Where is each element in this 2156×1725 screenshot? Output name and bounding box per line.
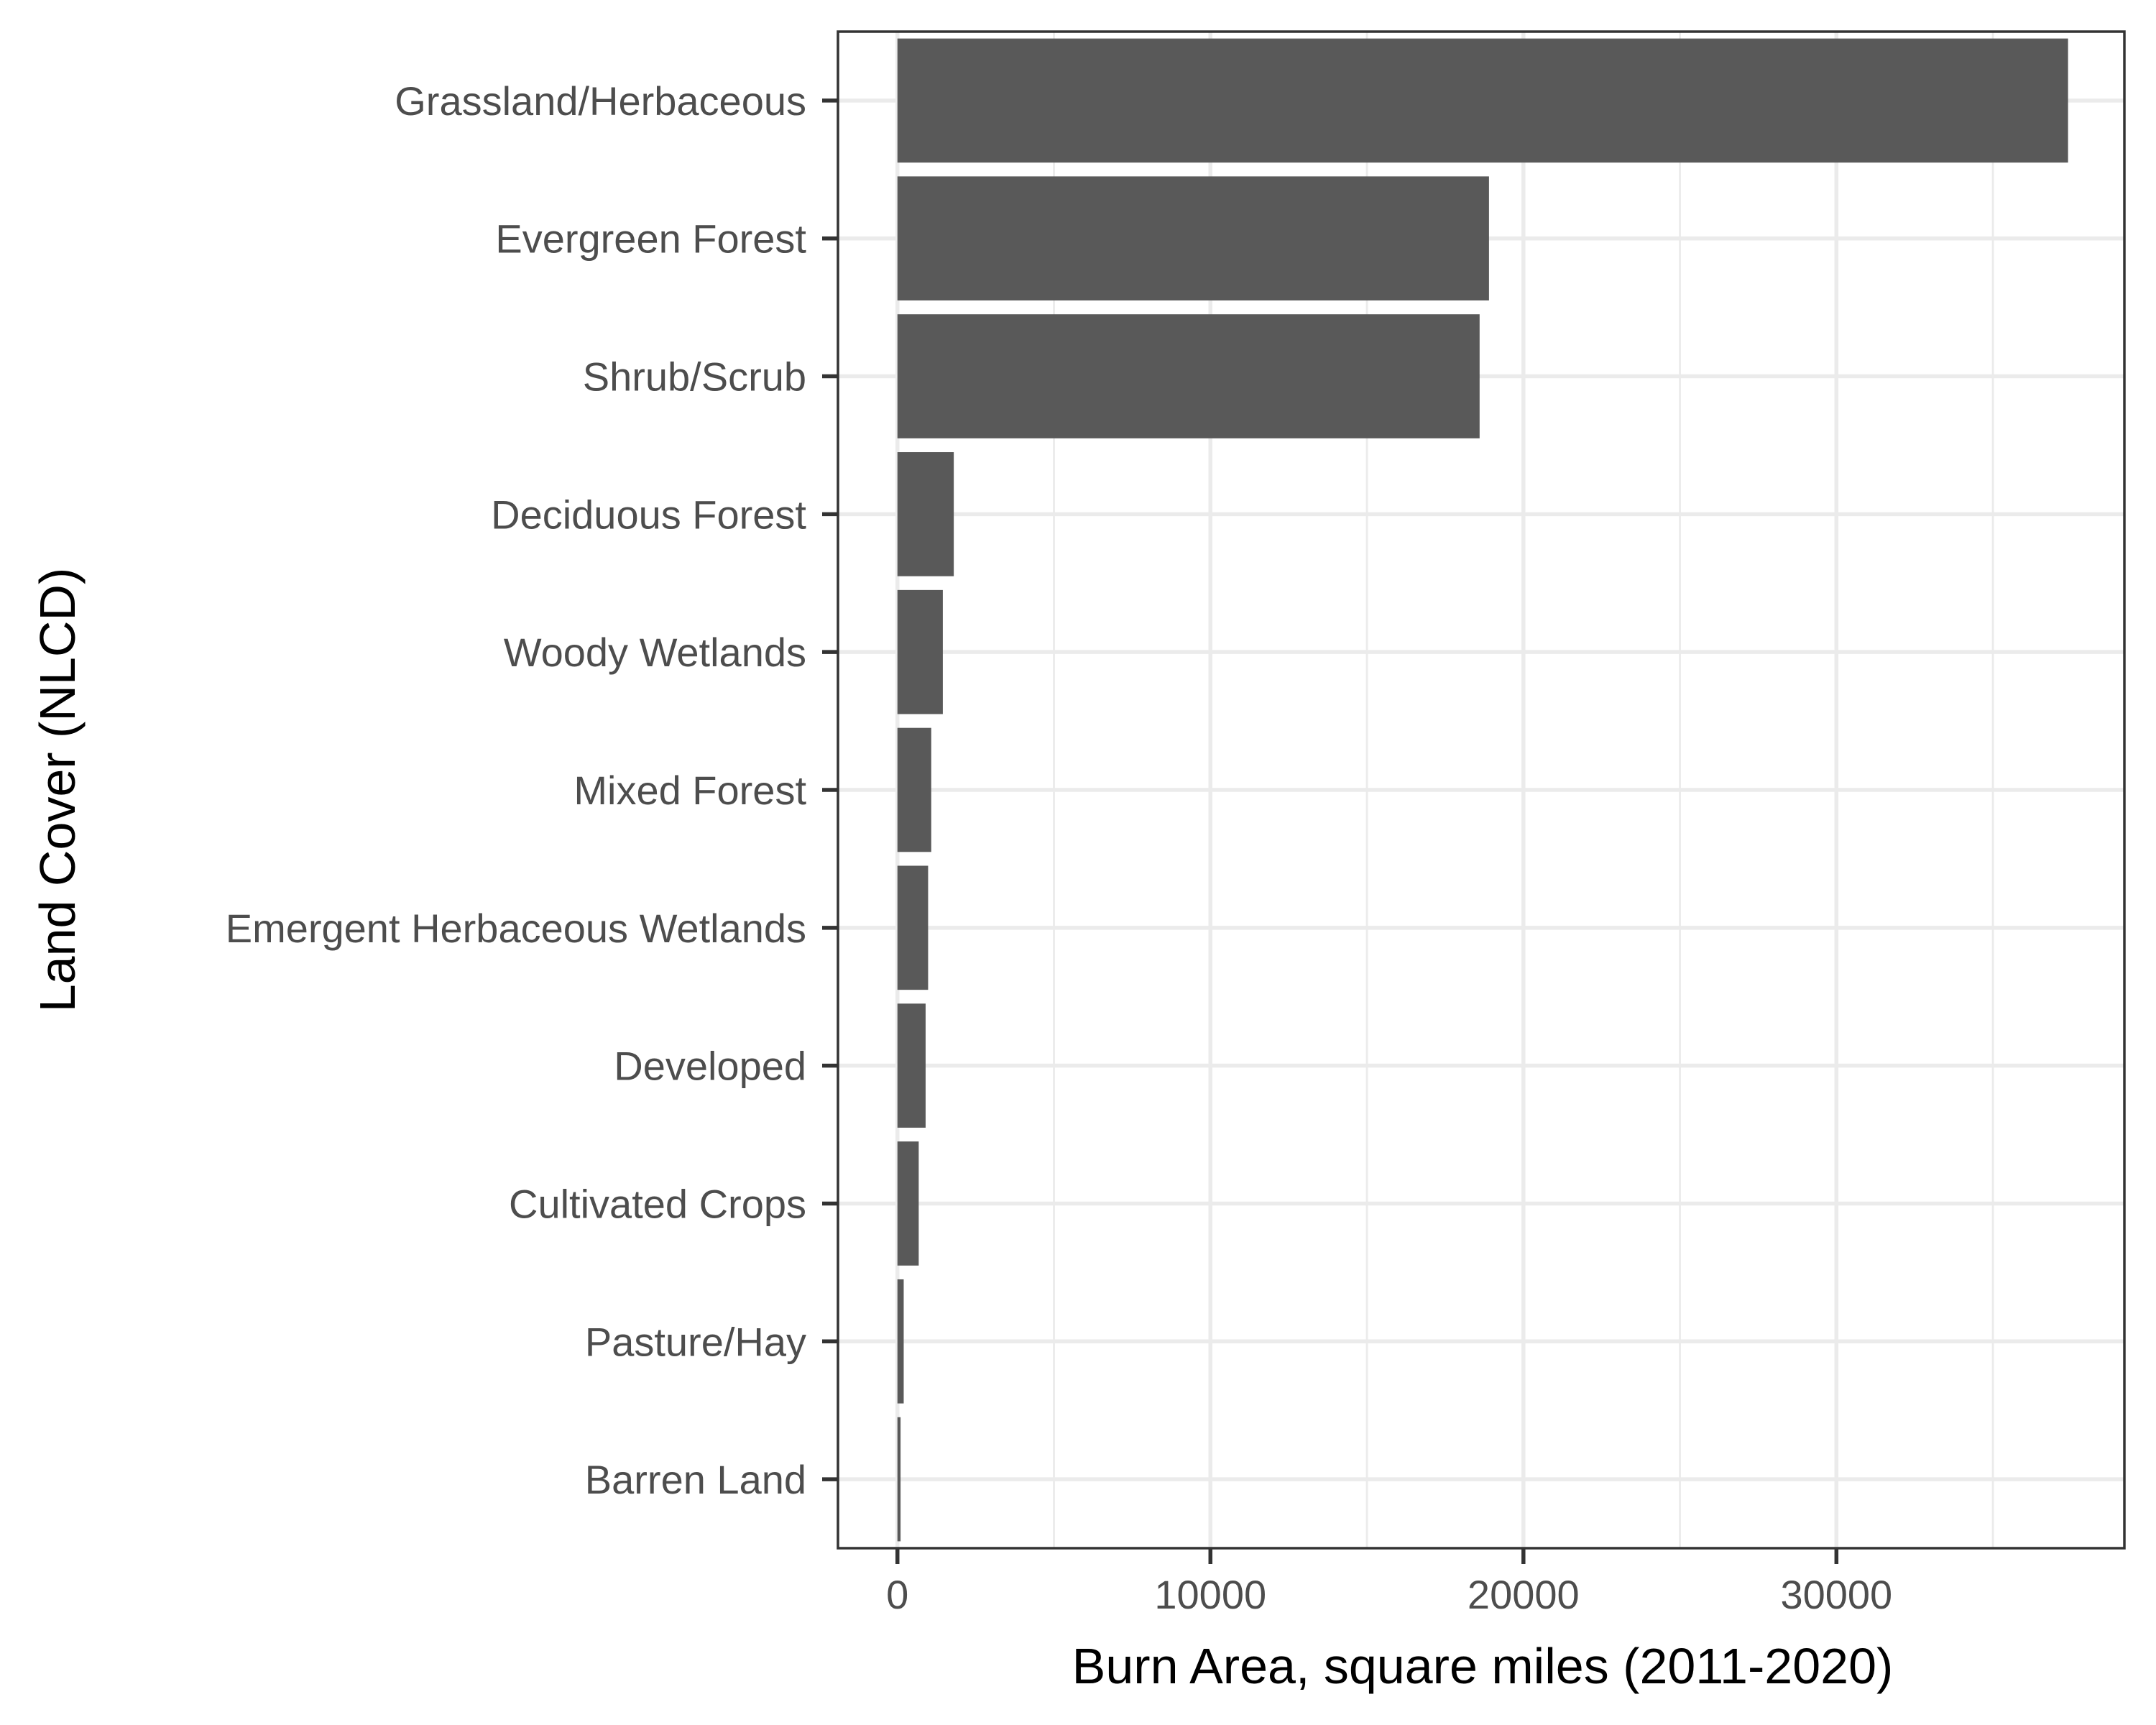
bar [897,1141,919,1266]
bar [897,589,943,714]
bar [897,452,954,576]
bar [897,38,2068,163]
y-tick-label: Cultivated Crops [509,1181,806,1226]
bar [897,1279,904,1404]
y-tick-label: Emergent Herbaceous Wetlands [226,906,806,951]
x-tick-label: 30000 [1780,1572,1892,1617]
bar [897,176,1489,301]
y-tick-label: Shrub/Scrub [583,354,806,400]
x-axis-title: Burn Area, square miles (2011-2020) [1072,1638,1894,1694]
y-tick-label: Barren Land [585,1457,806,1502]
bar [897,727,931,852]
x-tick-label: 10000 [1154,1572,1266,1617]
bar [897,314,1480,438]
x-tick-label: 20000 [1468,1572,1580,1617]
y-tick-label: Mixed Forest [573,768,806,813]
bar [897,1417,901,1542]
y-axis-title: Land Cover (NLCD) [29,568,86,1013]
y-tick-label: Woody Wetlands [504,630,806,675]
bar [897,865,929,990]
y-tick-label: Evergreen Forest [495,216,806,262]
x-tick-label: 0 [886,1572,908,1617]
bar [897,1003,926,1128]
y-tick-label: Pasture/Hay [585,1319,806,1364]
y-tick-label: Grassland/Herbaceous [395,78,806,124]
x-axis: 0 10000 20000 30000 [886,1548,1892,1617]
y-tick-label: Developed [614,1044,806,1089]
bars [897,38,2068,1542]
y-tick-label: Deciduous Forest [491,492,806,537]
y-axis: Grassland/Herbaceous Evergreen Forest Shru… [226,78,838,1502]
